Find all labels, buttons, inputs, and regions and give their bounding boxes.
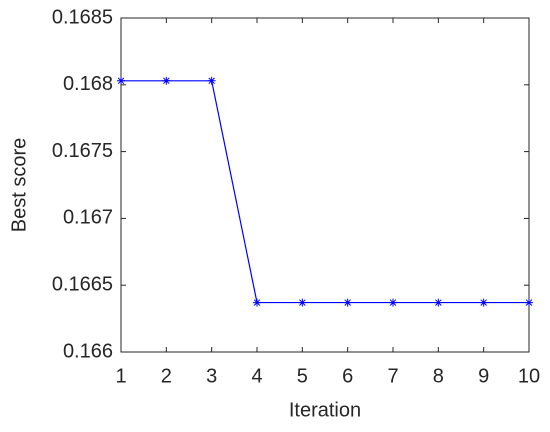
y-tick-label: 0.166 [63, 340, 113, 362]
y-tick-label: 0.1665 [52, 273, 113, 295]
x-tick-label: 9 [478, 365, 489, 387]
x-tick-label: 2 [161, 365, 172, 387]
y-tick-label: 0.1685 [52, 6, 113, 28]
marker [117, 76, 125, 85]
plot-box [120, 17, 530, 353]
x-tick-label: 1 [115, 365, 126, 387]
line [121, 80, 529, 304]
marker [525, 298, 533, 307]
marker [298, 298, 307, 307]
x-tick-label: 7 [387, 365, 398, 387]
marker [479, 298, 488, 307]
x-tick-label: 8 [433, 365, 444, 387]
y-tick-label: 0.167 [63, 207, 113, 229]
x-tick-label: 10 [518, 365, 540, 387]
marker [389, 298, 397, 307]
x-tick-label: 6 [342, 365, 353, 387]
x-tick-label: 4 [251, 365, 262, 387]
x-tick-label: 3 [206, 365, 217, 387]
marker [162, 76, 171, 85]
x-axis-label: Iteration [289, 399, 361, 421]
x-tick-label: 5 [297, 365, 308, 387]
y-tick-label: 0.1675 [52, 140, 113, 162]
marker [207, 76, 216, 85]
marker [253, 298, 261, 307]
marker [343, 298, 352, 307]
y-tick-label: 0.168 [63, 73, 113, 95]
marker [434, 298, 443, 307]
y-axis-label: Best score [8, 138, 30, 232]
